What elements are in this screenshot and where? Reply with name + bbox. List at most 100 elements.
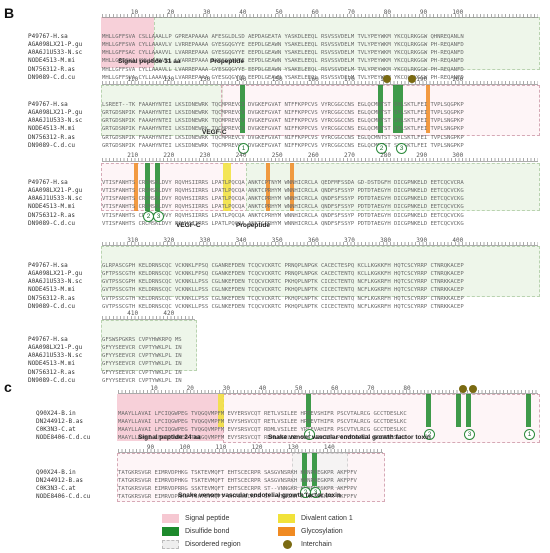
legend-label: Interchain (301, 541, 332, 548)
sequence-line: MHLLGFFSVA CYLLAAAVLL LVARREPAAA GYESGQG… (102, 66, 464, 73)
bond-number-badge: 3 (396, 143, 407, 154)
sequence-line: GFYYSEEVCR CVPTYWKLPL IN (102, 377, 182, 384)
sequence-line: GRTGDSNPIK FAAAHYNTEI LKSIDNEWRK TQCMPRE… (102, 126, 464, 133)
sequence-line: GLRPASCGPH KELDRNSCQC VCKNKLFPSQ CGANREF… (102, 263, 464, 270)
position-ruler: 10 20 30 40 50 60 70 80 90 100 (102, 9, 464, 16)
sequence-line: GFYYSEEVCR CVPTYWKLPL IN (102, 345, 182, 352)
sequence-id-list: P49767-H.sa AGA098LX21-P.gu A0A6J1U533-N.s… (28, 320, 82, 393)
sequence-block: VTISFANHTS CRCMSKLDVY RQVHSIIRRS LPATLPQ… (102, 163, 464, 236)
sequence-id: Q90X24-B.in (36, 410, 76, 418)
disulfide-bond-marker (393, 85, 398, 133)
bond-number-badge: 2 (376, 143, 387, 154)
disordered-region (292, 453, 348, 488)
glycosylation-marker (290, 163, 294, 211)
sequence-id: P49767-H.sa (28, 262, 68, 270)
sequence-id: NODE8406-C.d.cu (36, 493, 91, 501)
sequence-id: DN244912-B.as (36, 477, 83, 485)
sequence-line: VTISFANHTS CRCMSKLDVY RQVHSIIRRS LPATLPQ… (102, 188, 464, 195)
interchain-marker (383, 75, 391, 83)
sequence-id: NODE4513-M.mi (28, 57, 75, 65)
divalent-cation-marker (218, 394, 224, 427)
sequence-line: MAAYLLAVAI LFCIQGWPEG TVQGQVMPFM EVYSHSV… (118, 419, 407, 426)
sequence-id: NODE4513-M.mi (28, 360, 75, 368)
sequence-id: AGA098LX21-P.gu (28, 344, 83, 352)
position-ruler: 90 100 110 120 130 140 (118, 444, 335, 451)
interchain-marker (408, 75, 416, 83)
sequence-id: DN756312-R.as (28, 211, 75, 219)
sequence-line: GVTPSSCGTH KELDRNSCQC VCKNKLLPSS CGLNKEF… (102, 303, 464, 310)
sequence-line: GFYYSEEVCR CVPTYWKLPL IN (102, 361, 182, 368)
disulfide-bond-marker (240, 85, 245, 133)
sequence-block: TATGKRSVGR EIMRVDPHKG TSKTEVMQFT EHTSCEC… (118, 453, 357, 510)
sequence-line: VTISFANHTS CRCMSKLDVY RQVHSIIRRS LPATLPQ… (102, 196, 464, 203)
ruler-ticks (102, 242, 538, 246)
sequence-id: P49767-H.sa (28, 101, 68, 109)
sequence-id: DN756312-R.as (28, 133, 75, 141)
sequence-id: C0K3N3-C.at (36, 426, 76, 434)
sequence-id: A0A6J1U533-N.sc (28, 352, 83, 360)
bond-number-badge: 3 (153, 211, 164, 222)
disulfide-bond-marker (155, 163, 160, 211)
disulfide-bond-marker (312, 453, 317, 486)
sequence-id: AGA098LX21-P.gu (28, 270, 83, 278)
legend-label: Glycosylation (301, 528, 343, 535)
sequence-id: P49767-H.sa (28, 33, 68, 41)
propeptide-region (246, 163, 540, 211)
sequence-block: MAAYLLAVAI LFCIQGWPEG TVQGQVMPFM EVYERSV… (118, 394, 407, 451)
position-ruler: 10 20 30 40 50 60 70 80 (118, 385, 411, 392)
sequence-line: LSREET--TK FAAAHYNTEI LKSIDNEWRK TQCMPRE… (102, 102, 464, 109)
sequence-block: GLRPASCGPH KELDRNSCQC VCKNKLFPSQ CGANREF… (102, 246, 464, 319)
disulfide-bond-marker (426, 394, 431, 427)
sequence-line: GRTGDSNPIK FAAAHYNTEI LKSIDNEWRK TQCMPRE… (102, 110, 464, 117)
sequence-line: MHLLGFFSVA CSLLAAALLP GPREAPAAAA AFESGLD… (102, 34, 464, 41)
sequence-id: DN244912-B.as (36, 418, 83, 426)
sequence-id: A0A6J1U533-N.sc (28, 195, 83, 203)
divalent-cation-marker (223, 163, 231, 211)
sequence-id-list: P49767-H.sa AGA098LX21-P.gu A0A6J1U533-N.s… (28, 85, 82, 158)
propeptide-region (101, 246, 540, 297)
disulfide-bond-marker (378, 85, 383, 133)
sequence-id: NODE4513-M.mi (28, 286, 75, 294)
svvegf-toxin-region (223, 394, 540, 443)
bond-number-badge: 3 (310, 487, 321, 498)
disordered-region-swatch (162, 540, 179, 549)
sequence-id: C0K3N3-C.at (36, 485, 76, 493)
sequence-id-list: Q90X24-B.in DN244912-B.as C0K3N3-C.at NODE8… (36, 453, 90, 510)
legend-label: Disordered region (185, 541, 241, 548)
sequence-line: MAAYLLAVAI LFCIQGWPEG TVQGQVMPFM EVYSRSV… (118, 427, 407, 434)
sequence-line: GFYYSEEVCR CVPTYWKLPL IN (102, 369, 182, 376)
ruler-ticks (118, 390, 538, 394)
sequence-line: VTISFANHTS CRCMSKLDVY RQVHSIIRRS LPATLPQ… (102, 220, 464, 227)
sequence-id: P49767-H.sa (28, 179, 68, 187)
ruler-ticks (102, 81, 538, 85)
sequence-id: DN9089-C.d.cu (28, 73, 75, 81)
sequence-line: GFYYSEEVCR CVPTYWKLPL IN (102, 353, 182, 360)
sequence-id: A0A6J1U533-N.sc (28, 117, 83, 125)
glycosylation-marker (426, 85, 430, 133)
panel-letter-c: c (4, 379, 12, 395)
sequence-id-list: P49767-H.sa AGA098LX21-P.gu A0A6J1U533-N.s… (28, 246, 82, 319)
sequence-line: VTISFANHTS CRCMSKLDVY RQVHSIIRRS LPATLPQ… (102, 204, 464, 211)
sequence-line: GVTPSSCGTH KELDRNSCQC VCKNKLLPSS CGLNKEF… (102, 295, 464, 302)
sequence-id: DN756312-R.as (28, 294, 75, 302)
sequence-block: LSREET--TK FAAAHYNTEI LKSIDNEWRK TQCMPRE… (102, 85, 464, 158)
svvegf-toxin-label: Snake venom vascular endotelial growth f… (178, 492, 341, 499)
sequence-id: A0A6J1U533-N.sc (28, 278, 83, 286)
sequence-line: GRTGDSNPIK FAAAHYNTEI LKSIDNEWRK TQCMPRE… (102, 118, 464, 125)
bond-number-badge: 1 (304, 429, 315, 440)
svvegf-toxin-label: Snake venom vascular endotelial growth f… (268, 434, 431, 441)
propeptide-region (101, 85, 223, 136)
signal-peptide-label: Signal peptide 31 aa (118, 58, 181, 65)
bond-number-badge: 2 (424, 429, 435, 440)
sequence-id: P49767-H.sa (28, 336, 68, 344)
disulfide-bond-marker (302, 453, 307, 486)
sequence-id-list: P49767-H.sa AGA098LX21-P.gu A0A6J1U533-N.s… (28, 17, 82, 90)
sequence-id: NODE4513-M.mi (28, 203, 75, 211)
propeptide-region (101, 320, 197, 371)
signal-peptide-region (117, 394, 223, 441)
sequence-id: DN9089-C.d.cu (28, 141, 75, 149)
sequence-line: GRTGDSNPIK FAAAHYNTEI LKSIDNEWRK TQCMPRE… (102, 142, 464, 149)
sequence-block: MHLLGFFSVA CSLLAAALLP GPREAPAAAA AFESGLD… (102, 17, 464, 90)
position-ruler: 210 220 230 240 250 260 270 280 290 300 (102, 152, 464, 159)
sequence-line: GFSWSPGKRS CVPYHWKRPQ MS (102, 337, 182, 344)
